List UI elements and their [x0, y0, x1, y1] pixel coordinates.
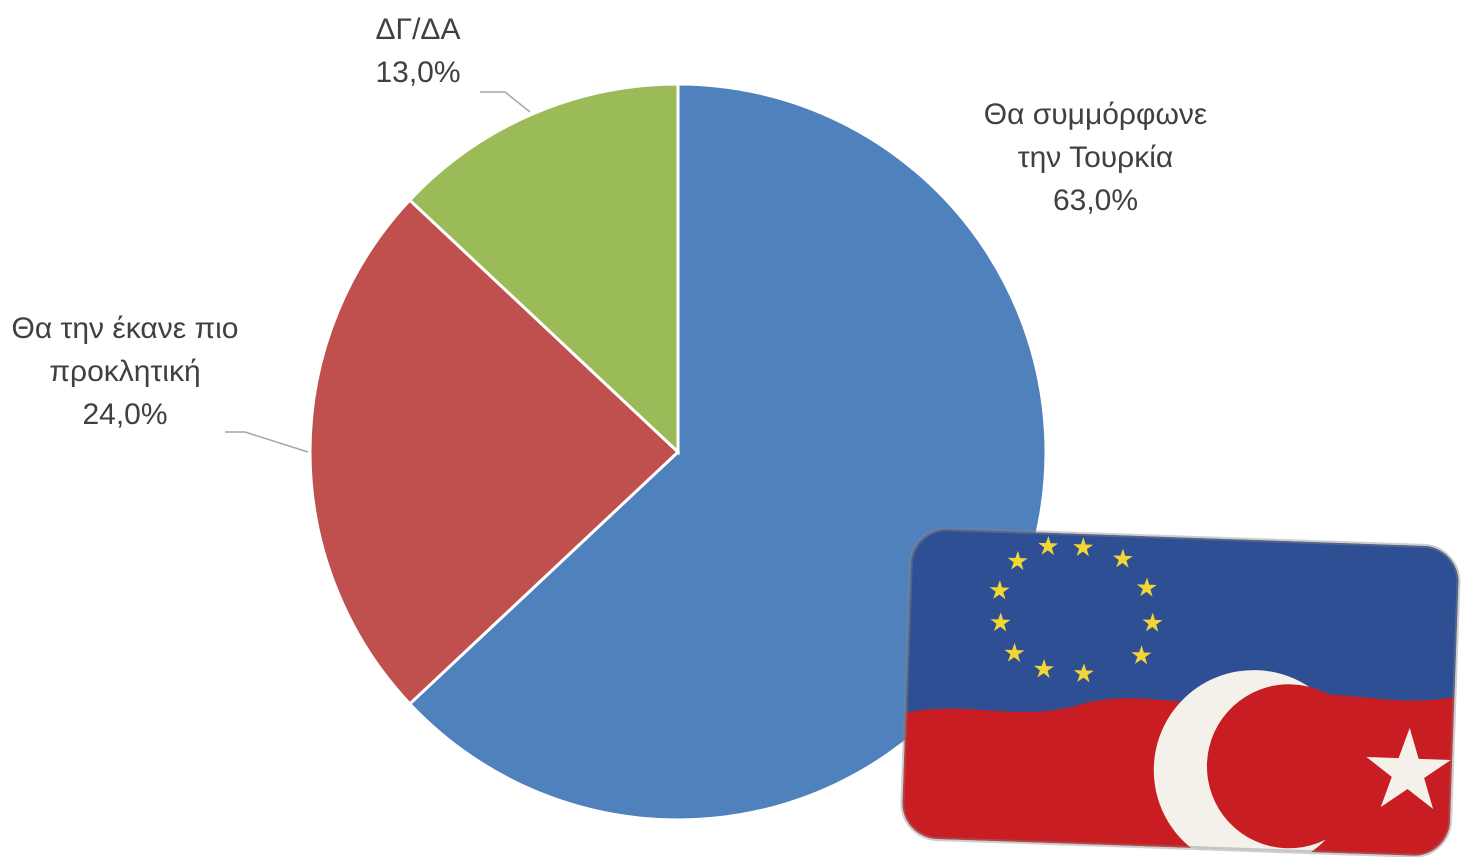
value-label: 13,0% — [375, 56, 461, 89]
svg-text:★: ★ — [1129, 641, 1153, 672]
svg-text:★: ★ — [1071, 659, 1095, 690]
svg-text:★: ★ — [1357, 704, 1460, 835]
svg-text:★: ★ — [1005, 546, 1029, 577]
slice-label: Θα συμμόρφωνε την Τουρκία 63,0% — [983, 93, 1208, 222]
svg-text:★: ★ — [988, 608, 1012, 639]
category-label: Θα συμμόρφωνε την Τουρκία — [983, 98, 1208, 174]
slice-label: ΔΓ/ΔΑ 13,0% — [318, 8, 518, 94]
svg-text:★: ★ — [1111, 544, 1135, 575]
svg-text:★: ★ — [1135, 573, 1159, 604]
value-label: 63,0% — [1052, 184, 1139, 217]
svg-text:★: ★ — [1071, 533, 1095, 564]
category-label: ΔΓ/ΔΑ — [375, 13, 461, 46]
svg-text:★: ★ — [1002, 638, 1026, 669]
flag-image: ★ ★★ ★★★ ★★★ ★★ ★ ★ — [900, 527, 1461, 857]
pie-slice — [407, 82, 680, 456]
svg-text:★: ★ — [1140, 608, 1164, 639]
leader-line — [480, 91, 531, 113]
leader-line — [225, 431, 309, 453]
category-label: Θα την έκανε πιο προκλητική — [11, 312, 239, 388]
slice-label: Θα την έκανε πιο προκλητική 24,0% — [5, 307, 245, 436]
pie-slice — [308, 197, 681, 707]
svg-text:★: ★ — [1036, 531, 1060, 562]
value-label: 24,0% — [82, 398, 168, 431]
svg-text:★: ★ — [1032, 654, 1056, 685]
svg-text:★: ★ — [987, 576, 1011, 607]
